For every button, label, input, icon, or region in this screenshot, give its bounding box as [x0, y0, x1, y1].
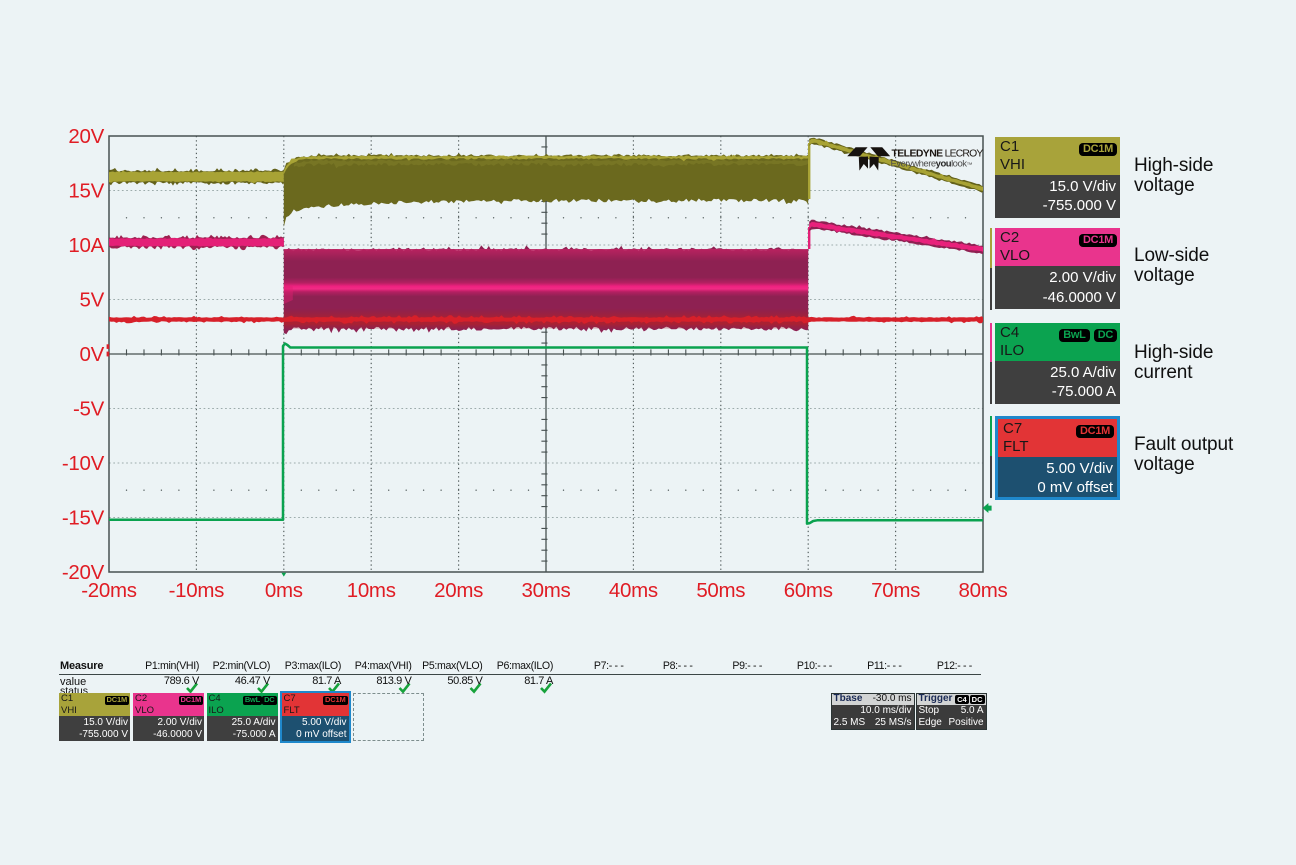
svg-text:10A: 10A — [68, 234, 104, 257]
svg-text:-15V: -15V — [62, 507, 105, 530]
svg-text:60ms: 60ms — [784, 579, 833, 602]
svg-text:30ms: 30ms — [522, 579, 571, 602]
svg-text:0V: 0V — [80, 343, 105, 366]
svg-text:20ms: 20ms — [434, 579, 483, 602]
svg-text:80ms: 80ms — [959, 579, 1008, 602]
svg-text:-20ms: -20ms — [81, 579, 137, 602]
svg-text:20V: 20V — [68, 125, 104, 148]
svg-text:5V: 5V — [80, 289, 105, 312]
svg-text:Everywhereyoulook™: Everywhereyoulook™ — [891, 159, 973, 170]
svg-text:-20V: -20V — [62, 561, 105, 584]
svg-text:0ms: 0ms — [265, 579, 303, 602]
svg-text:70ms: 70ms — [871, 579, 920, 602]
svg-text:40ms: 40ms — [609, 579, 658, 602]
svg-text:TELEDYNE LECROY: TELEDYNE LECROY — [892, 149, 984, 160]
svg-text:15V: 15V — [68, 180, 104, 203]
svg-text:-10V: -10V — [62, 452, 105, 475]
svg-text:-5V: -5V — [73, 398, 105, 421]
svg-text:10ms: 10ms — [347, 579, 396, 602]
svg-text:-10ms: -10ms — [169, 579, 225, 602]
svg-text:50ms: 50ms — [696, 579, 745, 602]
